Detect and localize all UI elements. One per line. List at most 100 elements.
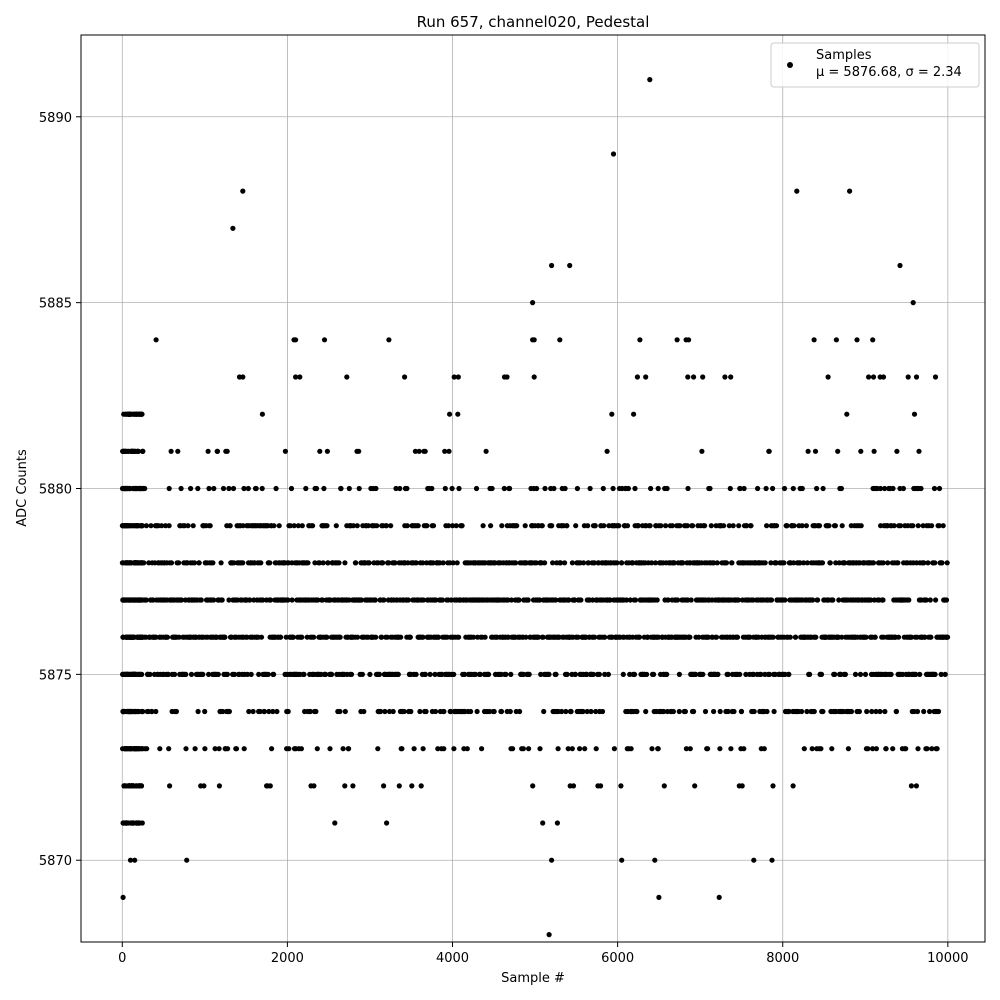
data-point xyxy=(870,374,877,380)
data-point xyxy=(693,671,699,678)
data-point xyxy=(120,634,126,640)
data-point xyxy=(353,560,359,566)
data-point xyxy=(201,783,207,789)
data-point xyxy=(924,746,930,752)
data-point xyxy=(172,671,178,678)
data-point xyxy=(459,523,465,529)
data-point xyxy=(818,746,824,752)
data-point xyxy=(176,560,182,566)
data-point xyxy=(383,523,389,529)
data-point xyxy=(922,634,928,640)
data-point xyxy=(581,560,587,566)
data-point xyxy=(725,708,731,715)
data-point xyxy=(917,671,923,678)
data-point xyxy=(382,708,388,715)
data-point xyxy=(727,485,733,492)
data-point xyxy=(651,671,657,678)
data-point xyxy=(508,597,515,603)
data-point xyxy=(791,523,797,529)
data-point xyxy=(224,448,230,454)
data-point xyxy=(216,746,222,752)
data-point xyxy=(125,597,131,603)
data-point xyxy=(686,337,692,343)
data-point xyxy=(379,634,385,640)
data-point xyxy=(474,708,480,715)
data-point xyxy=(442,448,448,454)
data-point xyxy=(413,560,419,566)
data-point xyxy=(869,708,875,715)
data-point xyxy=(819,560,826,566)
data-point xyxy=(517,708,523,715)
data-point xyxy=(557,337,563,343)
data-point xyxy=(610,151,617,157)
data-point xyxy=(139,820,145,826)
data-point xyxy=(455,374,461,380)
data-point xyxy=(523,634,529,640)
data-point xyxy=(320,560,326,566)
data-point xyxy=(858,523,864,529)
data-point xyxy=(847,188,853,194)
data-point xyxy=(401,708,407,715)
data-point xyxy=(291,523,297,529)
data-point xyxy=(287,523,293,529)
data-point xyxy=(900,485,907,492)
data-point xyxy=(844,411,850,417)
data-point xyxy=(542,485,548,492)
data-point xyxy=(153,708,159,715)
data-point xyxy=(891,523,897,529)
data-point xyxy=(700,671,706,678)
data-point xyxy=(737,671,743,678)
data-point xyxy=(890,485,896,492)
data-point xyxy=(670,708,677,715)
data-point xyxy=(927,708,933,715)
data-point xyxy=(572,671,579,678)
data-point xyxy=(534,485,540,492)
data-point xyxy=(188,671,195,678)
data-point xyxy=(838,485,845,492)
data-point xyxy=(643,374,649,380)
data-point xyxy=(317,560,323,566)
data-point xyxy=(522,523,528,529)
data-point xyxy=(934,746,940,752)
data-point xyxy=(664,485,670,492)
data-point xyxy=(814,485,820,492)
data-point xyxy=(758,671,764,678)
data-point xyxy=(852,671,859,678)
data-point xyxy=(888,671,894,678)
data-point xyxy=(266,708,272,715)
data-point xyxy=(537,597,543,603)
data-point xyxy=(388,523,394,529)
data-point xyxy=(864,708,870,715)
data-point xyxy=(700,374,706,380)
data-point xyxy=(140,448,146,454)
data-point xyxy=(569,560,576,566)
data-point xyxy=(374,523,380,529)
data-point xyxy=(135,708,141,715)
data-point xyxy=(323,671,329,678)
data-point xyxy=(435,746,441,752)
data-point xyxy=(195,485,201,492)
data-point xyxy=(627,671,633,678)
data-point xyxy=(219,597,225,603)
data-point xyxy=(546,671,552,678)
data-point xyxy=(791,560,797,566)
data-point xyxy=(810,597,816,603)
data-point xyxy=(432,671,438,678)
data-point xyxy=(751,857,757,863)
data-point xyxy=(482,634,488,640)
x-tick-label: 10000 xyxy=(927,951,968,966)
data-point xyxy=(303,485,309,492)
x-tick-label: 2000 xyxy=(271,951,304,966)
data-point xyxy=(591,560,597,566)
data-point xyxy=(616,523,622,529)
y-tick-label: 5885 xyxy=(39,297,72,312)
data-point xyxy=(173,708,179,715)
data-point xyxy=(903,746,909,752)
data-point xyxy=(656,894,662,901)
data-point xyxy=(744,523,750,529)
data-point xyxy=(610,485,616,492)
data-point xyxy=(812,448,819,454)
data-point xyxy=(168,448,174,454)
data-point xyxy=(313,485,320,492)
data-point xyxy=(447,411,453,417)
